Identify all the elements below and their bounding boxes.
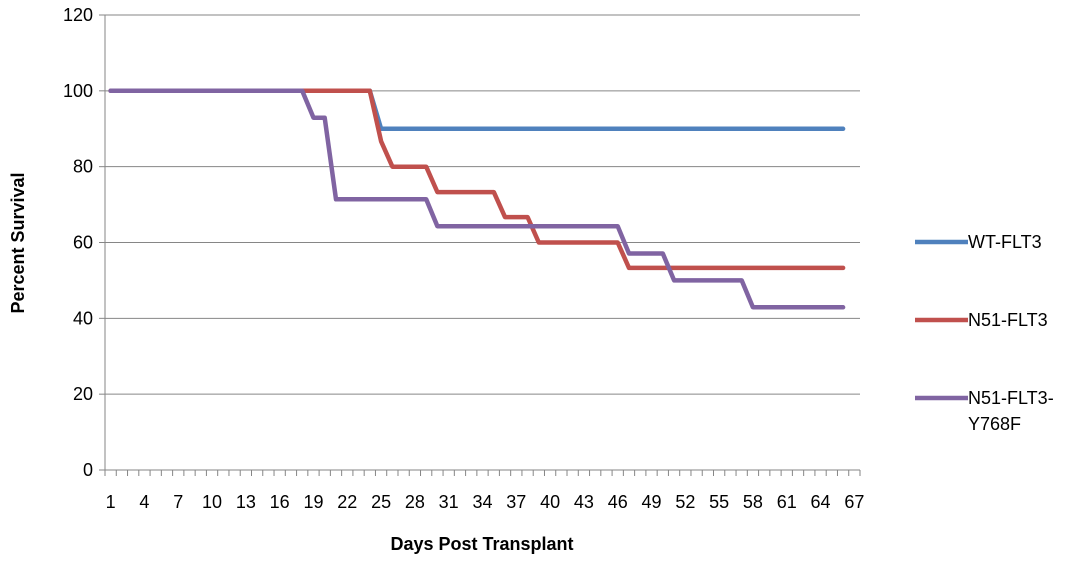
legend-label-2: N51-FLT3- <box>968 388 1054 408</box>
legend-label-1: N51-FLT3 <box>968 310 1048 330</box>
x-tick-label-28: 28 <box>405 492 425 512</box>
y-axis-title: Percent Survival <box>8 172 28 313</box>
x-tick-label-10: 10 <box>202 492 222 512</box>
series-line-1 <box>108 88 846 271</box>
x-tick-label-43: 43 <box>574 492 594 512</box>
x-tick-label-52: 52 <box>675 492 695 512</box>
x-tick-label-37: 37 <box>506 492 526 512</box>
x-tick-label-19: 19 <box>303 492 323 512</box>
x-tick-label-40: 40 <box>540 492 560 512</box>
x-tick-label-58: 58 <box>743 492 763 512</box>
x-tick-label-4: 4 <box>139 492 149 512</box>
y-tick-label-120: 120 <box>63 5 93 25</box>
x-tick-label-16: 16 <box>270 492 290 512</box>
x-tick-label-64: 64 <box>811 492 831 512</box>
x-tick-label-55: 55 <box>709 492 729 512</box>
x-tick-label-7: 7 <box>173 492 183 512</box>
x-tick-label-34: 34 <box>472 492 492 512</box>
x-tick-label-61: 61 <box>777 492 797 512</box>
x-tick-label-25: 25 <box>371 492 391 512</box>
x-tick-label-31: 31 <box>439 492 459 512</box>
y-tick-label-0: 0 <box>83 460 93 480</box>
series-lines <box>108 88 846 310</box>
x-axis-title: Days Post Transplant <box>390 534 573 554</box>
legend: WT-FLT3 N51-FLT3 N51-FLT3- Y768F <box>915 232 1054 434</box>
series-line-2 <box>108 88 846 310</box>
series-line-0 <box>108 88 846 132</box>
x-tick-label-1: 1 <box>106 492 116 512</box>
gridlines <box>105 14 860 395</box>
legend-label-0: WT-FLT3 <box>968 232 1042 252</box>
y-tick-labels: 0 20 40 60 80 100 120 <box>63 5 93 480</box>
x-tick-label-13: 13 <box>236 492 256 512</box>
legend-label-2: Y768F <box>968 414 1021 434</box>
x-tick-label-22: 22 <box>337 492 357 512</box>
y-tick-label-60: 60 <box>73 233 93 253</box>
y-tick-label-40: 40 <box>73 308 93 328</box>
y-tick-label-20: 20 <box>73 384 93 404</box>
x-tick-labels: 1 4 7 10 13 16 19 22 25 28 31 34 37 40 43 46 49 52 55 58 61 6… <box>106 492 865 512</box>
axes <box>99 14 861 476</box>
x-tick-label-49: 49 <box>642 492 662 512</box>
x-tick-label-46: 46 <box>608 492 628 512</box>
y-tick-label-100: 100 <box>63 81 93 101</box>
x-tick-label-67: 67 <box>844 492 864 512</box>
y-tick-label-80: 80 <box>73 157 93 177</box>
